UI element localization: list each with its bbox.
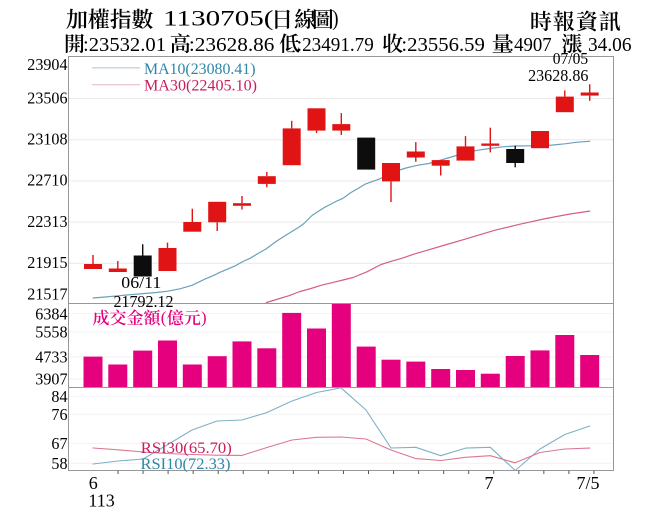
svg-text:07/05: 07/05 — [553, 49, 588, 68]
svg-text:RSI10(72.33): RSI10(72.33) — [141, 456, 231, 473]
svg-text:23904: 23904 — [27, 55, 67, 74]
svg-text:): ) — [201, 308, 207, 327]
svg-text::23491.79: :23491.79 — [297, 34, 374, 56]
svg-text:6384: 6384 — [35, 304, 67, 323]
svg-text:21792.12: 21792.12 — [114, 292, 174, 311]
svg-text:3907: 3907 — [35, 370, 67, 389]
svg-text:84: 84 — [51, 387, 67, 406]
svg-text:22313: 22313 — [27, 212, 67, 231]
svg-text:21517: 21517 — [27, 285, 67, 304]
svg-text:21915: 21915 — [27, 253, 67, 272]
svg-text:5558: 5558 — [35, 323, 67, 342]
svg-text:113: 113 — [88, 491, 114, 511]
svg-text:MA10(23080.41): MA10(23080.41) — [144, 61, 256, 78]
svg-text:7: 7 — [485, 473, 494, 493]
svg-text:06/11: 06/11 — [121, 273, 161, 292]
svg-text:23628.86: 23628.86 — [528, 66, 588, 85]
svg-text:23506: 23506 — [27, 88, 67, 107]
svg-text:23108: 23108 — [27, 129, 67, 148]
svg-text:MA30(22405.10): MA30(22405.10) — [144, 78, 257, 95]
svg-text:): ) — [332, 6, 338, 31]
svg-text:58: 58 — [51, 454, 67, 473]
svg-text:RSI30(65.70): RSI30(65.70) — [141, 440, 232, 457]
svg-text::4907: :4907 — [509, 34, 552, 56]
svg-text:7/5: 7/5 — [576, 473, 599, 493]
svg-text:76: 76 — [51, 405, 67, 424]
svg-text:4733: 4733 — [35, 348, 67, 367]
svg-text:22710: 22710 — [27, 171, 67, 190]
svg-text::23532.01: :23532.01 — [83, 34, 166, 56]
svg-text:34.06: 34.06 — [588, 34, 632, 56]
svg-text::23556.59: :23556.59 — [401, 34, 485, 56]
svg-text::23628.86: :23628.86 — [189, 34, 275, 56]
svg-text:(: ( — [161, 308, 167, 327]
svg-text:1130705(: 1130705( — [163, 6, 273, 31]
svg-text:6: 6 — [89, 473, 98, 493]
svg-text:67: 67 — [51, 434, 67, 453]
